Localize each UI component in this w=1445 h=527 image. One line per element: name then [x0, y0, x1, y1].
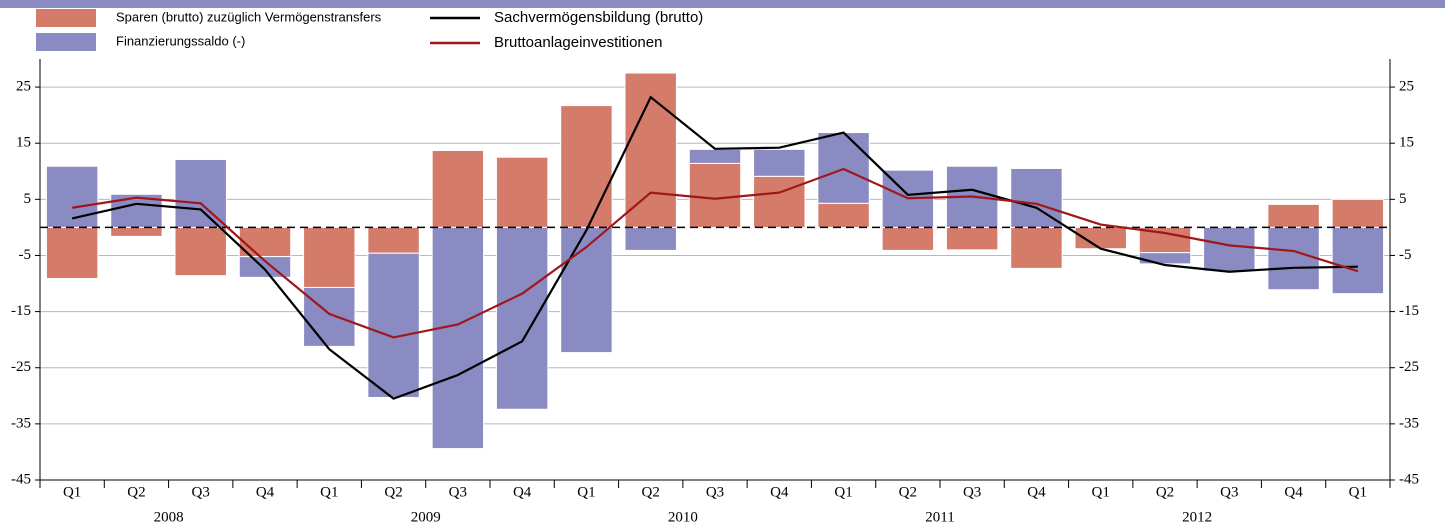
- x-tick-label: Q3: [192, 484, 210, 500]
- bar: [753, 175, 806, 228]
- bar: [174, 226, 227, 277]
- y-tick-label: 15: [16, 135, 31, 151]
- year-label: 2011: [925, 509, 954, 525]
- bar: [110, 226, 163, 237]
- x-tick-label: Q3: [706, 484, 724, 500]
- x-tick-label: Q4: [770, 484, 789, 500]
- bar: [1267, 203, 1320, 228]
- bar: [688, 162, 742, 228]
- year-label: 2008: [154, 509, 184, 525]
- legend-label: Sachvermögensbildung (brutto): [494, 9, 703, 26]
- bar: [945, 226, 999, 251]
- bar: [753, 148, 806, 177]
- legend-label: Finanzierungssaldo (-): [116, 33, 245, 48]
- x-tick-label: Q1: [63, 484, 81, 500]
- bar: [303, 226, 356, 288]
- bar: [431, 226, 485, 450]
- y2-tick-label: 15: [1399, 135, 1414, 151]
- y-tick-label: -25: [11, 359, 31, 375]
- x-tick-label: Q1: [834, 484, 852, 500]
- bar: [367, 252, 420, 398]
- bar: [238, 226, 292, 258]
- y-tick-label: -5: [19, 247, 32, 263]
- y2-tick-label: -25: [1399, 359, 1419, 375]
- legend-swatch: [36, 33, 96, 51]
- y-tick-label: 5: [24, 191, 32, 207]
- year-label: 2012: [1182, 509, 1212, 525]
- x-tick-label: Q1: [577, 484, 595, 500]
- bar: [1267, 226, 1320, 291]
- bar: [495, 156, 549, 228]
- x-tick-label: Q4: [1027, 484, 1046, 500]
- bar: [174, 158, 227, 228]
- x-tick-label: Q4: [1284, 484, 1303, 500]
- top-band: [0, 0, 1445, 8]
- y2-tick-label: -45: [1399, 471, 1419, 487]
- year-label: 2009: [411, 509, 441, 525]
- x-tick-label: Q1: [320, 484, 338, 500]
- bar: [431, 149, 485, 228]
- y2-tick-label: -35: [1399, 415, 1419, 431]
- legend-label: Sparen (brutto) zuzüglich Vermögenstrans…: [116, 9, 382, 24]
- bar: [1138, 252, 1192, 265]
- y2-tick-label: 5: [1399, 191, 1407, 207]
- x-tick-label: Q2: [127, 484, 145, 500]
- x-tick-label: Q2: [384, 484, 402, 500]
- bar: [1010, 226, 1063, 269]
- bar: [495, 226, 549, 410]
- bar: [881, 226, 935, 251]
- x-tick-label: Q4: [256, 484, 275, 500]
- y2-tick-label: -15: [1399, 303, 1419, 319]
- bar: [688, 148, 742, 164]
- legend-swatch: [36, 9, 96, 27]
- x-tick-label: Q1: [1092, 484, 1110, 500]
- bar: [1203, 226, 1256, 272]
- line: [71, 167, 1359, 339]
- y-tick-label: -15: [11, 303, 31, 319]
- bar: [624, 226, 677, 251]
- year-label: 2010: [668, 509, 698, 525]
- line: [71, 95, 1358, 400]
- y-tick-label: -35: [11, 415, 31, 431]
- y-tick-label: 25: [16, 79, 31, 95]
- x-tick-label: Q2: [642, 484, 660, 500]
- x-tick-label: Q3: [963, 484, 981, 500]
- bar: [303, 286, 356, 347]
- bar: [1331, 198, 1385, 228]
- legend-label: Bruttoanlageinvestitionen: [494, 34, 662, 51]
- x-tick-label: Q3: [449, 484, 467, 500]
- bar: [45, 226, 99, 279]
- x-tick-label: Q1: [1349, 484, 1367, 500]
- x-tick-label: Q4: [513, 484, 532, 500]
- y2-tick-label: 25: [1399, 79, 1414, 95]
- bar: [367, 226, 420, 254]
- x-tick-label: Q2: [899, 484, 917, 500]
- bar: [560, 105, 613, 228]
- bar: [1138, 226, 1192, 254]
- y2-tick-label: -5: [1399, 247, 1412, 263]
- bar: [45, 165, 99, 228]
- bar: [817, 202, 870, 228]
- x-tick-label: Q2: [1156, 484, 1174, 500]
- x-tick-label: Q3: [1220, 484, 1238, 500]
- y-tick-label: -45: [11, 471, 31, 487]
- bar: [1331, 226, 1385, 295]
